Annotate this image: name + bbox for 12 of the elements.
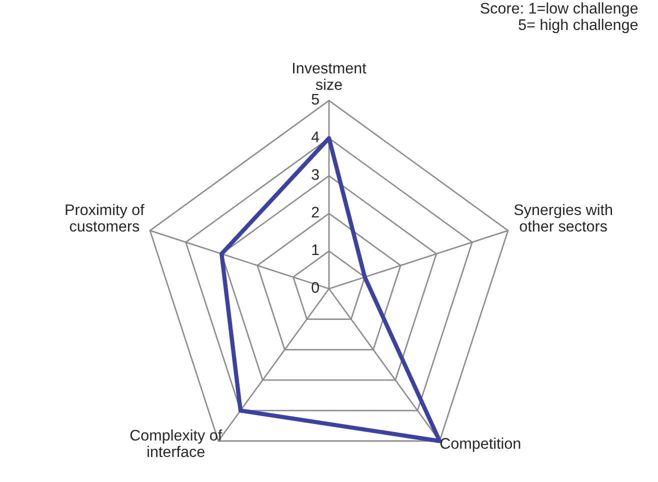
- spoke-label: Investment size: [293, 62, 366, 90]
- spoke-label: Synergies with other sectors: [514, 204, 612, 232]
- spoke-label: Complexity of interface: [130, 429, 222, 458]
- y-tick-label: 3: [312, 169, 319, 180]
- text: Score: 1=low challenge 5= high challenge: [480, 2, 638, 34]
- spoke-label: Competition: [440, 438, 520, 452]
- y-tick-label: 5: [312, 94, 319, 105]
- y-tick-label: 0: [312, 282, 319, 293]
- y-tick-label: 1: [312, 244, 319, 256]
- y-tick-label: 4: [311, 132, 320, 142]
- spoke-label: Proximity of customers: [66, 204, 144, 232]
- y-tick-label: 2: [312, 206, 319, 218]
